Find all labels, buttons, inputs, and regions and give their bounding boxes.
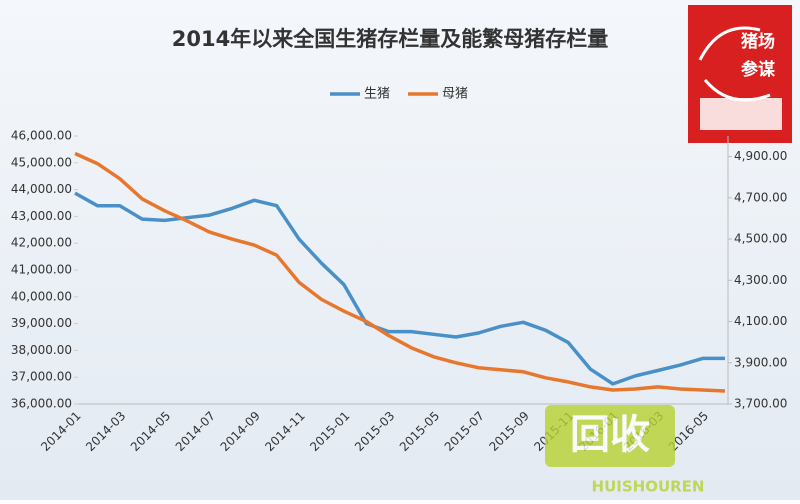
y2-tick-label: 4,300.00 — [734, 273, 787, 287]
logo: 猪场 参谋 — [688, 5, 792, 143]
y-tick-label: 40,000.00 — [11, 289, 72, 303]
y-tick-label: 39,000.00 — [11, 316, 72, 330]
legend-label: 母猪 — [442, 87, 468, 102]
series-line — [74, 151, 726, 393]
watermark-sub: HUISHOUREN — [592, 478, 705, 496]
logo-pigs — [700, 98, 782, 130]
logo-text: 参谋 — [741, 59, 776, 80]
y2-tick-label: 3,700.00 — [734, 397, 787, 411]
y2-tick-label: 4,900.00 — [734, 149, 787, 163]
watermark-text: 回收 — [570, 412, 650, 458]
y-tick-label: 44,000.00 — [11, 182, 72, 196]
y2-tick-label: 4,100.00 — [734, 314, 787, 328]
y2-tick-label: 4,700.00 — [734, 190, 787, 204]
chart-title: 2014年以来全国生猪存栏量及能繁母猪存栏量 — [172, 27, 608, 51]
y2-tick-label: 4,500.00 — [734, 232, 787, 246]
y-tick-label: 41,000.00 — [11, 263, 72, 277]
watermark: 回收 HUISHOUREN — [545, 405, 704, 496]
y2-tick-label: 3,900.00 — [734, 355, 787, 369]
y-tick-label: 38,000.00 — [11, 343, 72, 357]
y-tick-label: 46,000.00 — [11, 129, 72, 143]
watermark-box — [545, 405, 675, 467]
y-tick-label: 36,000.00 — [11, 397, 72, 411]
logo-text: 猪场 — [741, 31, 775, 52]
y-tick-label: 43,000.00 — [11, 209, 72, 223]
y-tick-label: 42,000.00 — [11, 236, 72, 250]
y-tick-label: 45,000.00 — [11, 155, 72, 169]
y-tick-label: 37,000.00 — [11, 370, 72, 384]
legend-label: 生猪 — [364, 87, 390, 102]
